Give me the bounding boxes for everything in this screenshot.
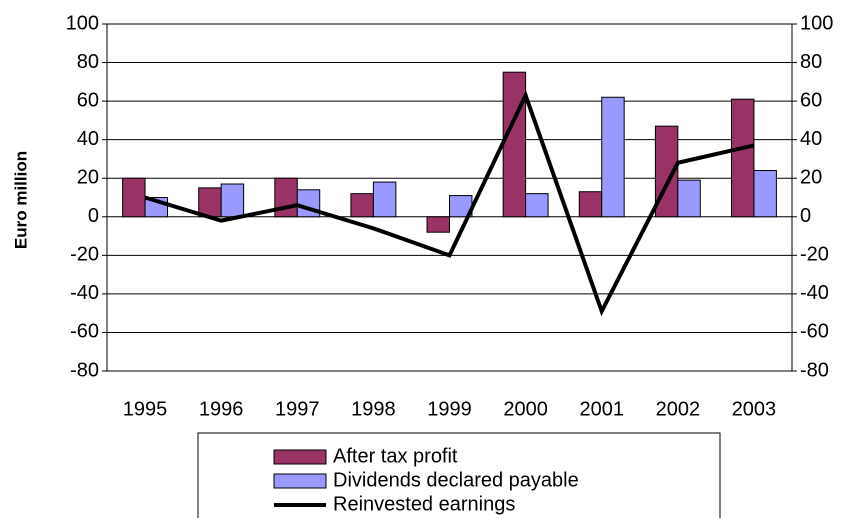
bar	[350, 193, 374, 218]
y2-tick-label: 100	[800, 12, 833, 34]
y2-tick-label: 60	[800, 89, 822, 111]
y-tick-label: 0	[88, 205, 99, 227]
bar	[525, 193, 549, 218]
x-tick-label: 2001	[579, 398, 624, 420]
bar	[372, 181, 397, 218]
y-tick-label: 100	[66, 12, 99, 34]
x-tick-label: 1995	[123, 398, 168, 420]
y-tick-label: -60	[70, 321, 99, 343]
y-tick-label: 80	[77, 51, 99, 73]
x-tick-label: 1998	[351, 398, 396, 420]
y2-tick-label: 20	[800, 167, 822, 189]
plot-border	[106, 23, 793, 372]
x-tick-label: 2002	[656, 398, 701, 420]
bar	[601, 96, 625, 218]
x-tick-label: 1996	[199, 398, 244, 420]
bar	[426, 216, 450, 233]
bar	[122, 177, 146, 218]
y2-tick-label: -60	[800, 321, 829, 343]
y-axis-title: Euro million	[11, 151, 30, 249]
x-tick-label: 1999	[427, 398, 472, 420]
line	[144, 90, 755, 317]
y2-tick-label: -40	[800, 282, 829, 304]
x-tick-label: 2000	[503, 398, 548, 420]
y-tick-label: -40	[70, 282, 99, 304]
y2-tick-label: 0	[800, 205, 811, 227]
y2-tick-label: 80	[800, 51, 822, 73]
y-tick-label: -20	[70, 244, 99, 266]
bar	[502, 71, 527, 218]
bar	[578, 191, 603, 218]
y-tick-label: 60	[77, 89, 99, 111]
y-tick-label: -80	[70, 359, 99, 381]
y2-tick-label: -20	[800, 244, 829, 266]
bar	[198, 187, 222, 218]
legend-swatch	[273, 473, 327, 489]
legend-label: After tax profit	[333, 445, 458, 467]
y-tick-label: 20	[77, 167, 99, 189]
x-tick-label: 1997	[275, 398, 320, 420]
x-tick-label: 2003	[732, 398, 777, 420]
legend-label: Reinvested earnings	[333, 493, 515, 515]
legend-label: Dividends declared payable	[333, 469, 579, 491]
bar	[220, 183, 245, 218]
bar	[730, 98, 755, 218]
y2-tick-label: 40	[800, 128, 822, 150]
y2-tick-label: -80	[800, 359, 829, 381]
legend-swatch	[273, 449, 327, 465]
bar	[753, 170, 777, 218]
y-tick-label: 40	[77, 128, 99, 150]
bar	[677, 179, 701, 218]
